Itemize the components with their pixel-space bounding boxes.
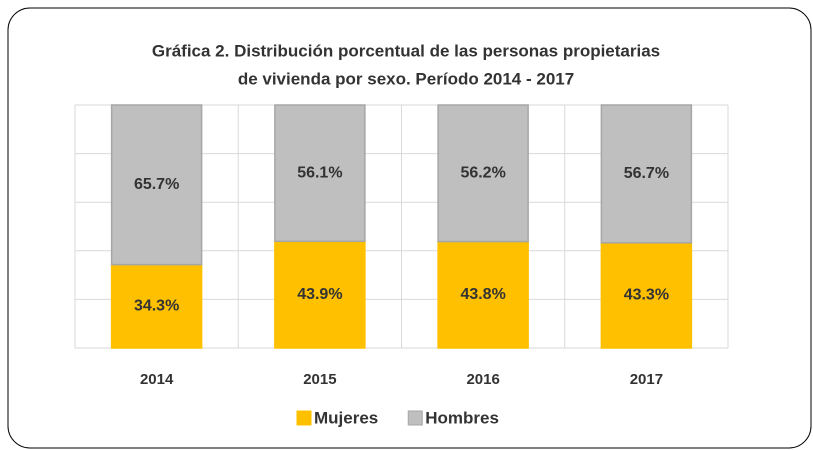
- legend-label: Hombres: [425, 408, 499, 427]
- data-label: 56.2%: [460, 165, 505, 182]
- bar-segment: [110, 263, 203, 349]
- bar-segment: [437, 240, 529, 349]
- legend-label: Mujeres: [314, 408, 378, 427]
- data-label: 56.1%: [297, 164, 342, 181]
- x-tick-label: 2017: [630, 371, 663, 388]
- bar-segment: [437, 104, 529, 243]
- bar-segment: [600, 104, 693, 244]
- bar-segment: [110, 104, 203, 266]
- bar-segment: [274, 104, 366, 243]
- bar-segment: [600, 242, 693, 349]
- x-tick-label: 2014: [140, 371, 174, 388]
- chart-title: Gráfica 2. Distribución porcentual de la…: [152, 41, 660, 60]
- data-label: 43.3%: [624, 287, 669, 304]
- data-label: 56.7%: [624, 165, 669, 182]
- bar-segment: [274, 240, 366, 349]
- legend-swatch: [407, 410, 423, 426]
- chart-title: de vivienda por sexo. Período 2014 - 201…: [238, 69, 574, 88]
- data-label: 43.9%: [297, 286, 342, 303]
- data-label: 65.7%: [134, 176, 179, 193]
- data-label: 43.8%: [460, 286, 505, 303]
- data-label: 34.3%: [134, 298, 179, 315]
- legend-swatch: [296, 410, 312, 426]
- x-tick-label: 2015: [303, 371, 336, 388]
- x-tick-label: 2016: [466, 371, 499, 388]
